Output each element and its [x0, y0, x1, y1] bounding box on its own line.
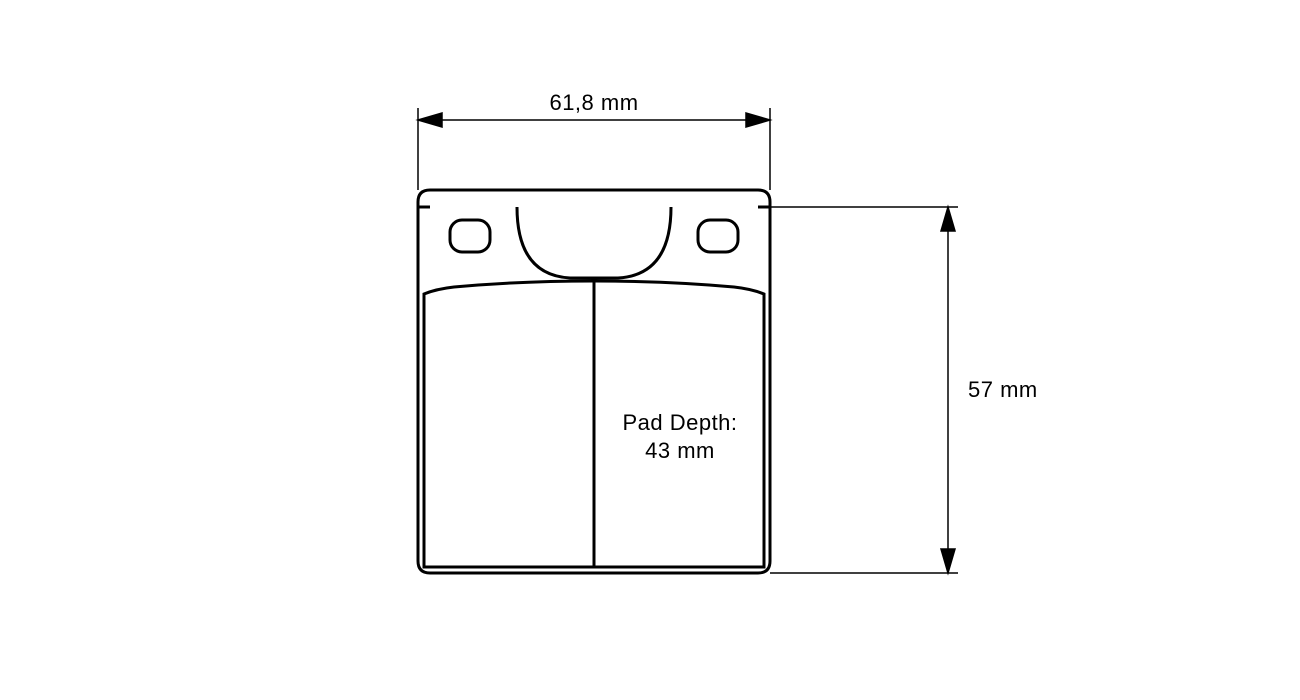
width-dimension-label: 61,8 mm: [549, 90, 638, 115]
height-dimension-label: 57 mm: [968, 377, 1038, 402]
dimension-drawing: 61,8 mm 57 mm Pad Depth: 43 mm: [0, 0, 1300, 700]
pad-depth-label-line1: Pad Depth:: [622, 410, 737, 435]
height-dimension: [770, 207, 958, 573]
brake-pad-outline: [418, 190, 770, 573]
pad-depth-label-line2: 43 mm: [645, 438, 715, 463]
width-dimension: [418, 108, 770, 190]
